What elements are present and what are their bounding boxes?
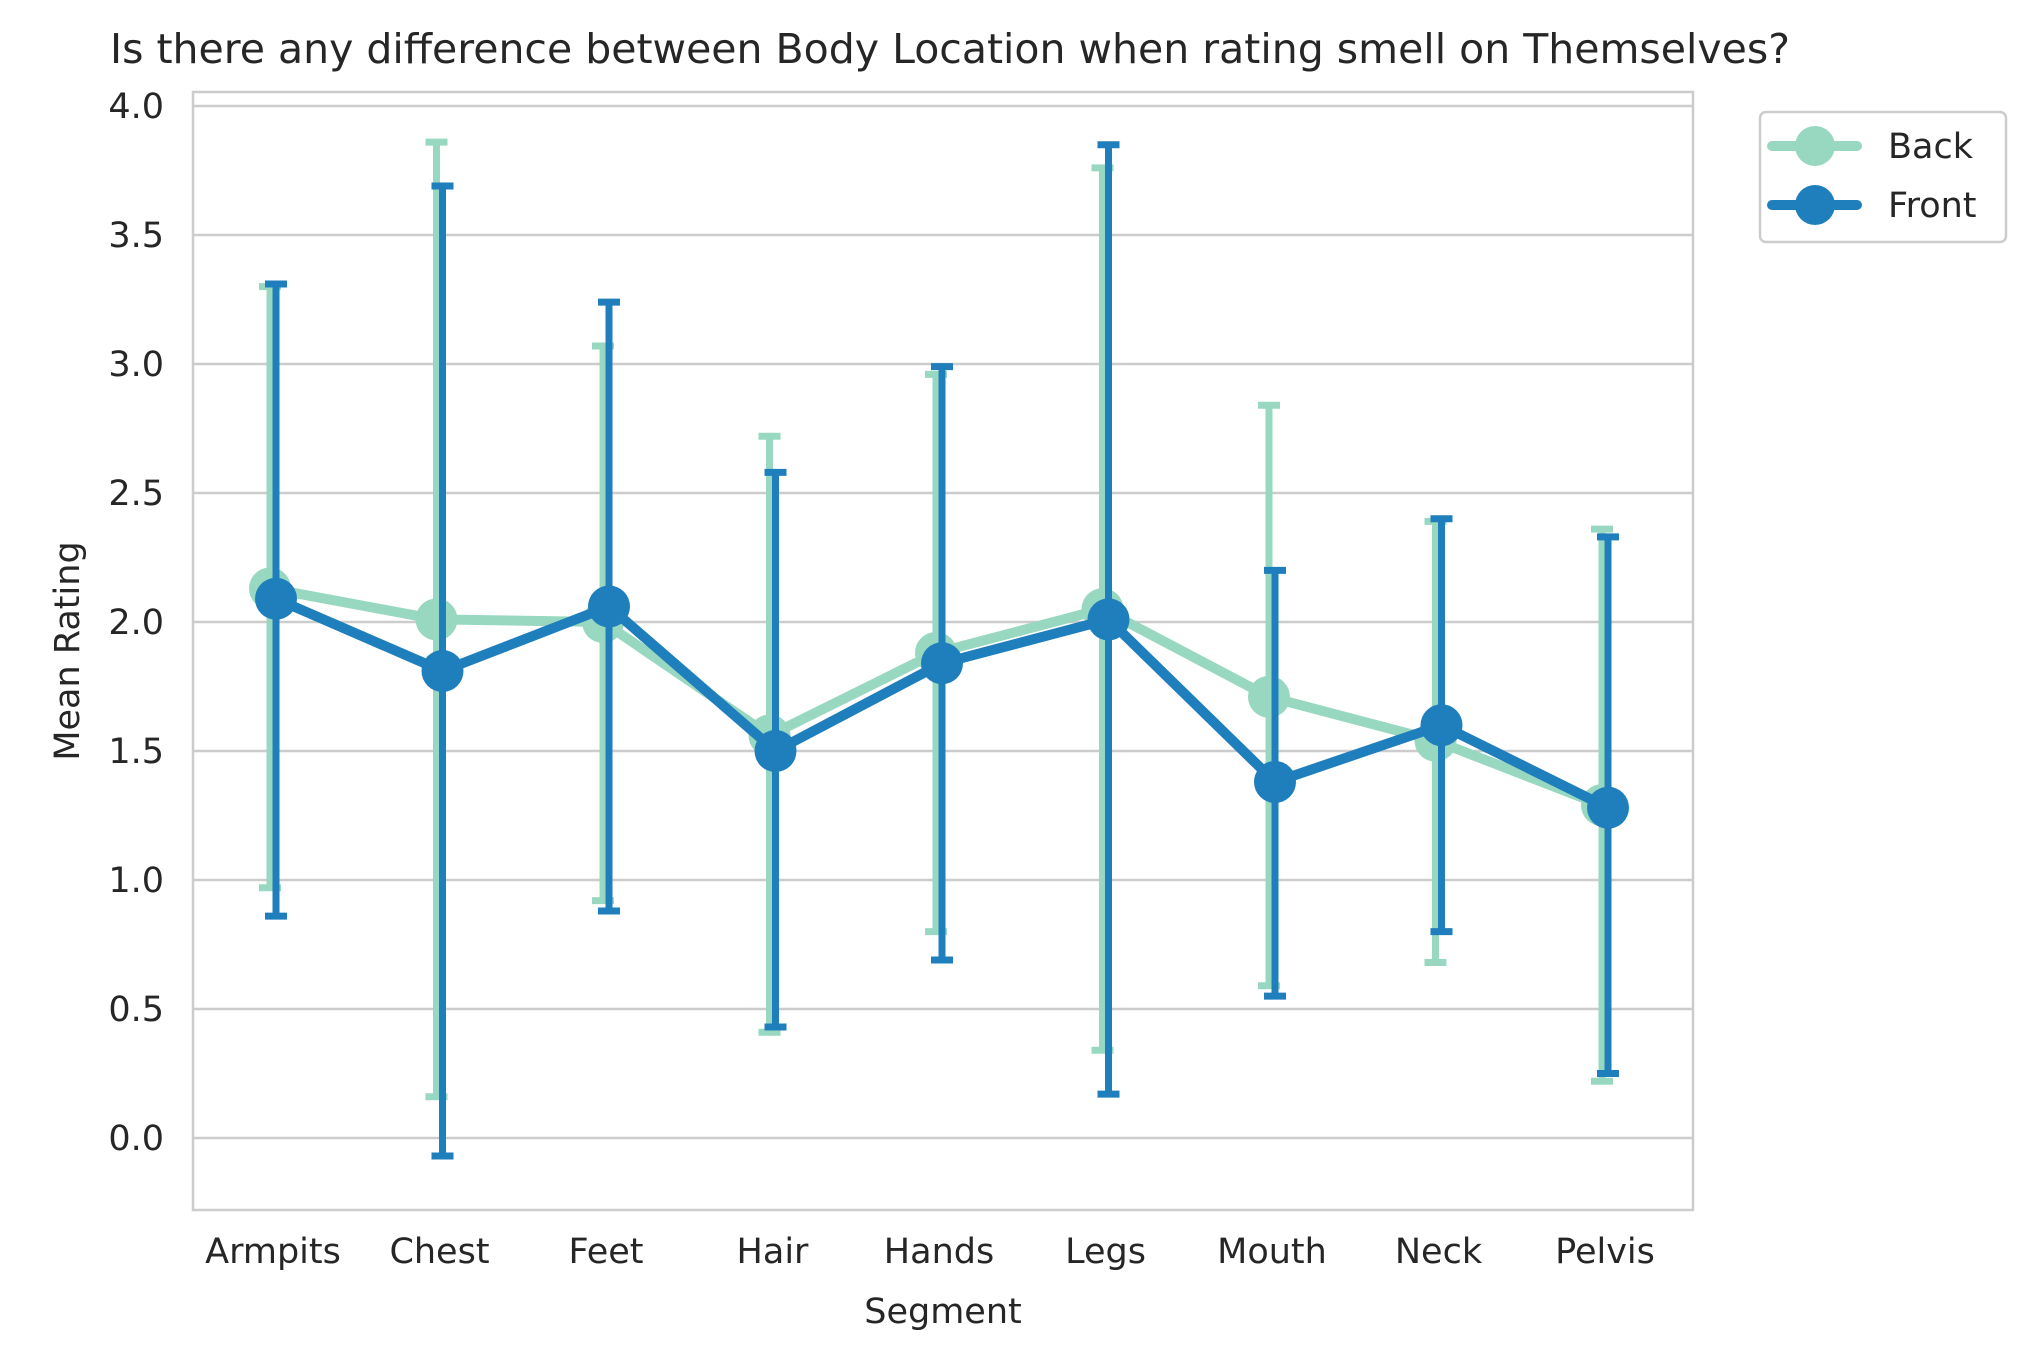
legend-label: Front xyxy=(1888,186,1977,226)
x-tick-label: Legs xyxy=(1065,1232,1146,1272)
y-tick-label: 0.5 xyxy=(108,990,164,1030)
y-tick-label: 0.0 xyxy=(108,1119,164,1159)
y-tick-label: 2.5 xyxy=(108,474,164,514)
y-tick-label: 2.0 xyxy=(108,603,164,643)
y-tick-label: 1.0 xyxy=(108,861,164,901)
x-tick-label: Hands xyxy=(884,1232,994,1272)
x-tick-label: Pelvis xyxy=(1555,1232,1655,1272)
x-tick-label: Mouth xyxy=(1217,1232,1327,1272)
data-point xyxy=(754,730,797,772)
x-tick-label: Neck xyxy=(1395,1232,1483,1272)
data-point xyxy=(415,598,458,641)
data-point xyxy=(1587,786,1629,829)
y-axis-label: Mean Rating xyxy=(48,541,88,760)
data-point xyxy=(588,585,630,628)
legend: Back Front xyxy=(1758,110,2008,244)
data-point xyxy=(1420,704,1463,747)
x-axis-label: Segment xyxy=(864,1292,1022,1332)
x-tick-label: Chest xyxy=(389,1232,489,1272)
x-tick-label: Armpits xyxy=(205,1232,341,1272)
y-tick-label: 4.0 xyxy=(108,87,164,127)
series-front xyxy=(255,141,1629,1160)
y-axis: 0.0 0.5 1.0 1.5 2.0 2.5 3.0 3.5 4.0 xyxy=(108,87,164,1159)
data-point xyxy=(1254,760,1296,803)
y-tick-label: 3.5 xyxy=(108,216,164,256)
y-tick-label: 1.5 xyxy=(108,732,164,772)
data-point xyxy=(1248,675,1290,718)
x-tick-label: Hair xyxy=(737,1232,809,1272)
legend-swatch-marker xyxy=(1795,185,1835,225)
legend-item-front: Front xyxy=(1767,185,1977,226)
series-layer xyxy=(249,138,1629,1160)
data-point xyxy=(921,642,963,685)
legend-item-back: Back xyxy=(1767,126,1974,167)
x-axis: Armpits Chest Feet Hair Hands Legs Mouth Neck Pe… xyxy=(205,1232,1655,1272)
series-back xyxy=(249,138,1623,1101)
x-tick-label: Feet xyxy=(568,1232,643,1272)
chart-title: Is there any difference between Body Loc… xyxy=(110,25,1790,73)
legend-label: Back xyxy=(1888,127,1974,167)
data-point xyxy=(255,577,297,620)
plot-area xyxy=(191,90,1695,1212)
data-point xyxy=(1087,598,1130,641)
y-tick-label: 3.0 xyxy=(108,345,164,385)
legend-swatch-marker xyxy=(1795,126,1835,166)
data-point xyxy=(421,650,464,693)
